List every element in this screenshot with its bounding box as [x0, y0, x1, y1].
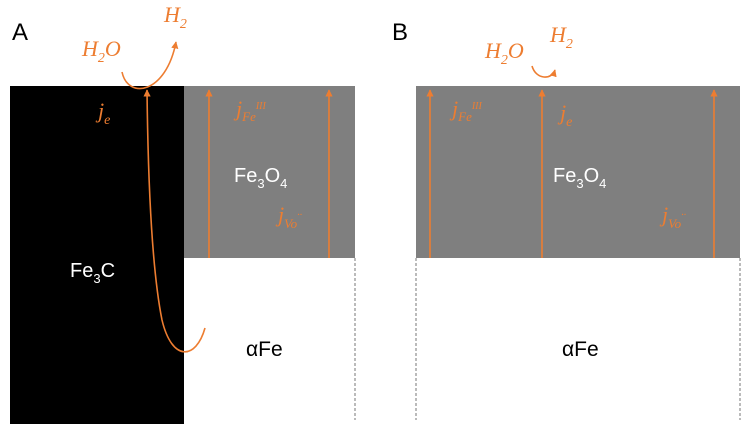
panel-a-carbide-region	[10, 86, 184, 424]
panel-a-label: A	[12, 19, 28, 46]
panel-a-electron-flux-label: je	[95, 98, 110, 128]
panel-a: A Fe3O4 Fe3C αFe H2O H2 je jFeIII jVo··	[10, 2, 356, 424]
panel-a-metal-label: αFe	[246, 338, 283, 361]
panel-a-oxide-region	[184, 86, 355, 258]
panel-b-electron-flux-label: je	[557, 100, 572, 130]
panel-b-metal-label: αFe	[562, 338, 599, 361]
panel-a-reaction-arrow	[121, 41, 179, 90]
panel-a-carbide-label: Fe3C	[70, 260, 115, 286]
panel-b-reactant: H2O	[484, 38, 524, 68]
panel-a-oxide-label: Fe3O4	[234, 165, 287, 191]
panel-a-product: H2	[163, 2, 187, 32]
panel-a-reactant: H2O	[81, 36, 121, 66]
panel-b-reaction-arrow	[531, 65, 557, 78]
panel-b-oxide-region	[416, 86, 740, 258]
panel-b: B Fe3O4 αFe H2O H2 jFeIII je jVo··	[392, 19, 741, 420]
panel-b-product: H2	[549, 22, 573, 52]
panel-b-oxide-label: Fe3O4	[553, 165, 606, 191]
panel-b-label: B	[392, 19, 408, 46]
panel-b-iron-flux-label: jFeIII	[449, 96, 483, 124]
panel-a-iron-flux-label: jFeIII	[233, 96, 267, 124]
panel-b-vacancy-flux-label: jVo··	[659, 202, 686, 231]
panel-a-electron-path-arrow	[143, 89, 206, 353]
panel-a-vacancy-flux-label: jVo··	[275, 202, 302, 231]
